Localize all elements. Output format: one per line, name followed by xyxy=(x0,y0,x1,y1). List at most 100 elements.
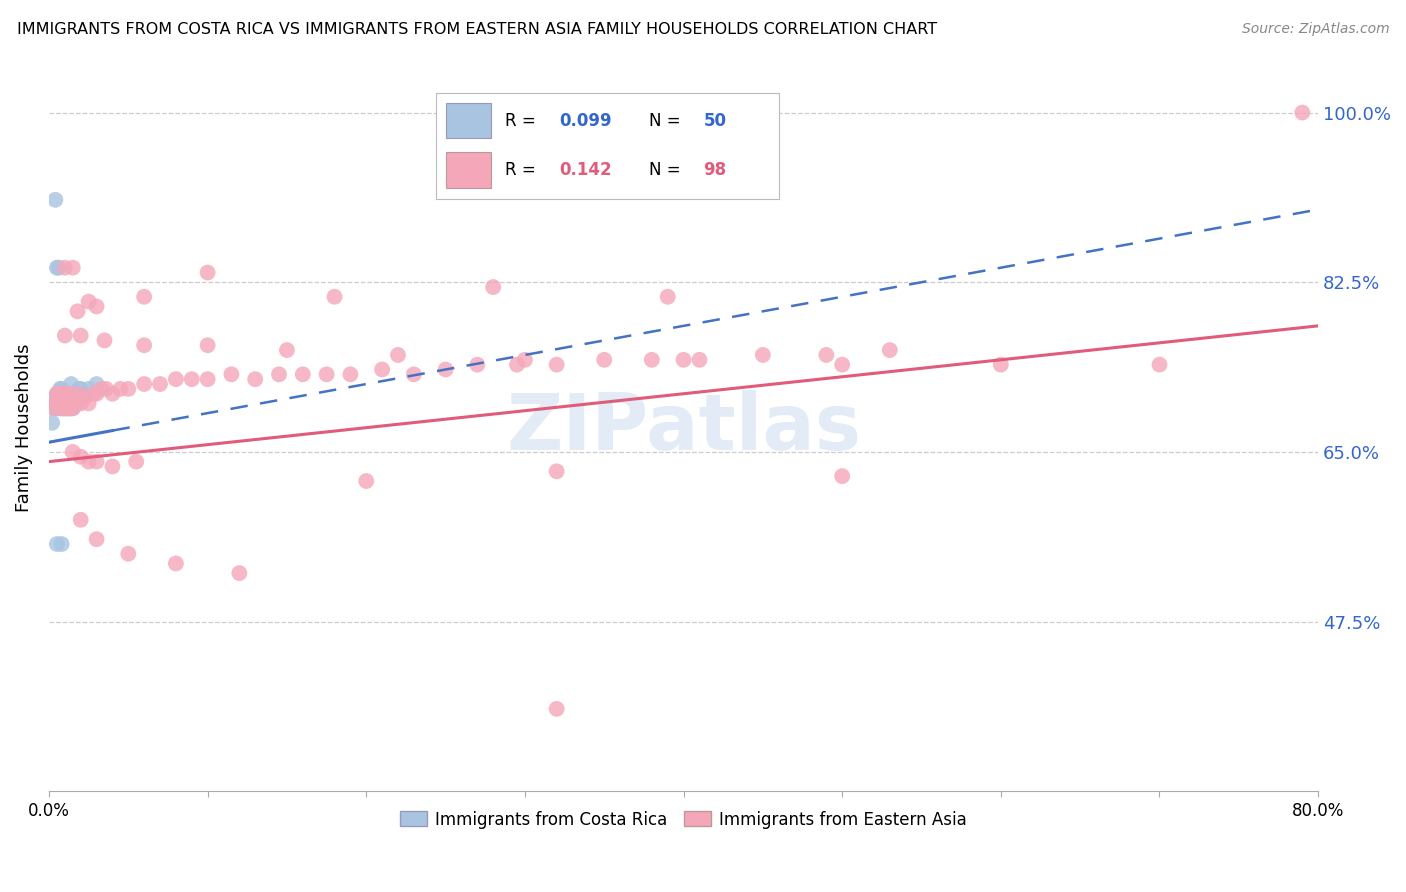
Point xyxy=(53,396,76,410)
Point xyxy=(49,382,72,396)
Point xyxy=(82,386,104,401)
Point xyxy=(879,343,901,357)
Point xyxy=(86,454,108,468)
Point xyxy=(55,386,77,401)
Point xyxy=(221,368,243,382)
Point xyxy=(52,392,75,406)
Point xyxy=(41,416,63,430)
Point xyxy=(56,396,79,410)
Point xyxy=(165,557,187,571)
Point xyxy=(86,532,108,546)
Text: Source: ZipAtlas.com: Source: ZipAtlas.com xyxy=(1241,22,1389,37)
Point xyxy=(69,328,91,343)
Point xyxy=(51,401,73,416)
Point xyxy=(291,368,314,382)
Point xyxy=(69,513,91,527)
Point xyxy=(45,396,67,410)
Point xyxy=(58,396,80,410)
Point xyxy=(125,454,148,468)
Point xyxy=(69,396,91,410)
Point xyxy=(657,290,679,304)
Point xyxy=(165,372,187,386)
Point xyxy=(44,392,66,406)
Point xyxy=(77,382,100,396)
Point xyxy=(86,377,108,392)
Point xyxy=(110,382,132,396)
Point xyxy=(593,352,616,367)
Point xyxy=(513,352,536,367)
Point xyxy=(60,396,83,410)
Point xyxy=(42,401,65,416)
Point xyxy=(1291,105,1313,120)
Point xyxy=(67,382,90,396)
Point xyxy=(267,368,290,382)
Point xyxy=(63,396,86,410)
Point xyxy=(45,396,67,410)
Point xyxy=(434,362,457,376)
Point xyxy=(53,386,76,401)
Point xyxy=(67,386,90,401)
Point xyxy=(101,459,124,474)
Point xyxy=(49,396,72,410)
Point xyxy=(62,386,84,401)
Point xyxy=(45,386,67,401)
Point xyxy=(62,260,84,275)
Point xyxy=(688,352,710,367)
Point xyxy=(56,401,79,416)
Point xyxy=(55,386,77,401)
Point xyxy=(62,401,84,416)
Legend: Immigrants from Costa Rica, Immigrants from Eastern Asia: Immigrants from Costa Rica, Immigrants f… xyxy=(394,804,973,835)
Point xyxy=(51,392,73,406)
Point xyxy=(45,260,67,275)
Point xyxy=(45,401,67,416)
Point xyxy=(58,401,80,416)
Point xyxy=(90,382,112,396)
Point xyxy=(56,396,79,410)
Point xyxy=(117,382,139,396)
Point xyxy=(42,401,65,416)
Point xyxy=(52,396,75,410)
Point xyxy=(197,266,219,280)
Point xyxy=(63,396,86,410)
Point xyxy=(60,377,83,392)
Point xyxy=(94,382,117,396)
Point xyxy=(371,362,394,376)
Point xyxy=(197,338,219,352)
Point xyxy=(356,474,378,488)
Point xyxy=(149,377,172,392)
Point xyxy=(49,396,72,410)
Point xyxy=(48,386,70,401)
Point xyxy=(48,396,70,410)
Point xyxy=(51,396,73,410)
Point xyxy=(66,386,89,401)
Point xyxy=(56,386,79,401)
Point xyxy=(101,386,124,401)
Point xyxy=(51,537,73,551)
Point xyxy=(482,280,505,294)
Point xyxy=(51,392,73,406)
Point xyxy=(53,401,76,416)
Text: IMMIGRANTS FROM COSTA RICA VS IMMIGRANTS FROM EASTERN ASIA FAMILY HOUSEHOLDS COR: IMMIGRANTS FROM COSTA RICA VS IMMIGRANTS… xyxy=(17,22,936,37)
Point xyxy=(134,290,156,304)
Point xyxy=(49,401,72,416)
Point xyxy=(44,396,66,410)
Point xyxy=(276,343,298,357)
Point xyxy=(58,386,80,401)
Point xyxy=(51,401,73,416)
Point xyxy=(546,702,568,716)
Point xyxy=(49,392,72,406)
Point xyxy=(506,358,529,372)
Point xyxy=(465,358,488,372)
Point xyxy=(56,401,79,416)
Point xyxy=(53,401,76,416)
Point xyxy=(52,386,75,401)
Point xyxy=(60,401,83,416)
Point xyxy=(134,338,156,352)
Point xyxy=(55,396,77,410)
Point xyxy=(55,401,77,416)
Point xyxy=(51,382,73,396)
Point xyxy=(62,401,84,416)
Point xyxy=(65,392,87,406)
Point xyxy=(339,368,361,382)
Point xyxy=(752,348,775,362)
